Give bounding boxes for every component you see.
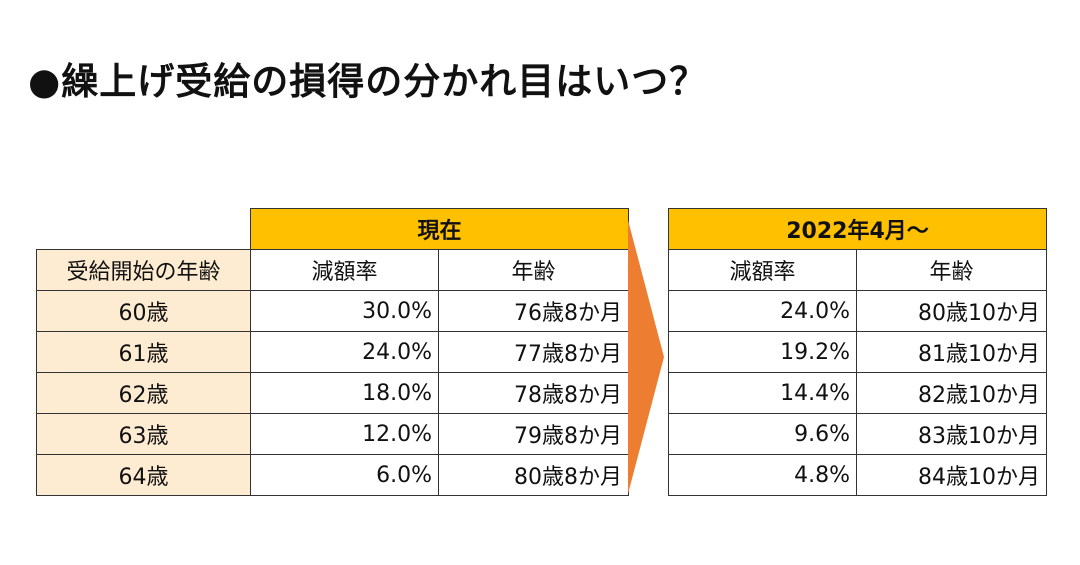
rate-cell: 19.2%: [668, 331, 857, 373]
rate-cell: 30.0%: [250, 290, 439, 332]
breakeven-age-cell: 79歳8か月: [438, 413, 629, 455]
start-age-cell: 63歳: [36, 413, 251, 455]
table-row: 64歳 6.0% 80歳8か月: [36, 454, 629, 496]
breakeven-age-cell: 81歳10か月: [856, 331, 1047, 373]
arrow-shape: [628, 220, 664, 494]
breakeven-age-cell: 76歳8か月: [438, 290, 629, 332]
table-row: 4.8% 84歳10か月: [668, 454, 1047, 496]
future-group-header-row: 2022年4月～: [668, 208, 1047, 250]
table-row: 19.2% 81歳10か月: [668, 331, 1047, 373]
current-table: 現在 受給開始の年齢 減額率 年齢 60歳 30.0% 76歳8か月 61歳 2…: [36, 208, 629, 496]
chevron-right-icon: [628, 220, 664, 494]
future-group-label: 2022年4月～: [668, 208, 1047, 250]
future-table: 2022年4月～ 減額率 年齢 24.0% 80歳10か月 19.2% 81歳1…: [668, 208, 1047, 496]
future-age-header: 年齢: [856, 249, 1047, 291]
start-age-cell: 60歳: [36, 290, 251, 332]
table-row: 61歳 24.0% 77歳8か月: [36, 331, 629, 373]
start-age-cell: 62歳: [36, 372, 251, 414]
rate-cell: 9.6%: [668, 413, 857, 455]
breakeven-age-cell: 80歳8か月: [438, 454, 629, 496]
table-row: 63歳 12.0% 79歳8か月: [36, 413, 629, 455]
rate-cell: 18.0%: [250, 372, 439, 414]
page-title: ●繰上げ受給の損得の分かれ目はいつ？: [28, 60, 708, 103]
future-column-header-row: 減額率 年齢: [668, 249, 1047, 291]
rate-cell: 4.8%: [668, 454, 857, 496]
rate-cell: 14.4%: [668, 372, 857, 414]
breakeven-age-cell: 82歳10か月: [856, 372, 1047, 414]
table-row: 62歳 18.0% 78歳8か月: [36, 372, 629, 414]
breakeven-age-cell: 84歳10か月: [856, 454, 1047, 496]
current-group-label: 現在: [250, 208, 629, 250]
breakeven-age-cell: 78歳8か月: [438, 372, 629, 414]
rate-cell: 24.0%: [668, 290, 857, 332]
table-row: 9.6% 83歳10か月: [668, 413, 1047, 455]
start-age-cell: 64歳: [36, 454, 251, 496]
breakeven-age-cell: 83歳10か月: [856, 413, 1047, 455]
table-row: 14.4% 82歳10か月: [668, 372, 1047, 414]
current-rate-header: 減額率: [250, 249, 439, 291]
rate-cell: 12.0%: [250, 413, 439, 455]
current-age-header: 年齢: [438, 249, 629, 291]
future-rate-header: 減額率: [668, 249, 857, 291]
start-age-cell: 61歳: [36, 331, 251, 373]
breakeven-age-cell: 77歳8か月: [438, 331, 629, 373]
current-column-header-row: 受給開始の年齢 減額率 年齢: [36, 249, 629, 291]
blank-corner: [37, 209, 251, 250]
table-row: 60歳 30.0% 76歳8か月: [36, 290, 629, 332]
start-age-header: 受給開始の年齢: [36, 249, 251, 291]
table-row: 24.0% 80歳10か月: [668, 290, 1047, 332]
rate-cell: 6.0%: [250, 454, 439, 496]
rate-cell: 24.0%: [250, 331, 439, 373]
current-group-header-row: 現在: [37, 208, 629, 250]
breakeven-age-cell: 80歳10か月: [856, 290, 1047, 332]
